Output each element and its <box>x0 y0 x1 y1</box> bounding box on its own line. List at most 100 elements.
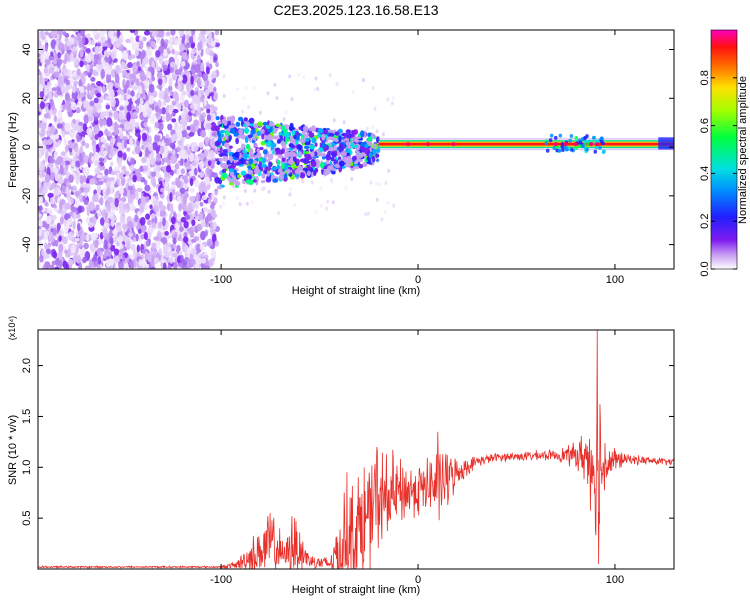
heat-cell <box>143 30 151 36</box>
heat-cell <box>64 122 71 132</box>
heat-cell <box>316 133 323 138</box>
heat-cell <box>245 143 251 150</box>
heat-cell <box>155 153 161 163</box>
heat-cell <box>230 115 236 122</box>
heat-cell <box>120 61 126 69</box>
heat-cell <box>110 49 117 60</box>
heat-cell <box>130 263 135 269</box>
heat-cell <box>79 152 83 163</box>
heat-cell <box>95 103 102 110</box>
heat-cell <box>53 187 59 197</box>
heat-cell <box>251 162 255 170</box>
heat-cell <box>46 81 52 87</box>
heat-cell <box>117 260 124 269</box>
heat-cell <box>165 31 171 37</box>
heat-cell <box>198 152 205 161</box>
heat-cell <box>178 75 184 82</box>
heat-cell <box>121 254 126 263</box>
heat-cell <box>129 36 135 45</box>
heat-cell <box>65 79 70 86</box>
heat-cell <box>214 140 220 147</box>
heat-cell <box>317 151 322 157</box>
heat-cell <box>154 105 160 113</box>
spectrogram-ytick-label: 40 <box>21 43 33 55</box>
heat-cell <box>183 204 189 212</box>
heat-cell <box>107 242 112 249</box>
heat-cell <box>294 173 300 178</box>
heat-cell <box>266 91 270 96</box>
heat-cell <box>338 160 345 167</box>
heat-cell <box>253 188 257 193</box>
heat-cell <box>59 164 64 175</box>
heat-cell <box>356 150 360 154</box>
heat-cell <box>277 155 284 159</box>
heat-cell <box>254 167 260 173</box>
heat-cell <box>39 124 44 129</box>
heat-cell <box>156 84 163 90</box>
heat-cell <box>53 204 57 209</box>
heat-cell <box>183 161 191 167</box>
heat-cell <box>101 36 105 42</box>
heat-cell <box>78 121 84 127</box>
heat-cell <box>104 56 110 63</box>
heat-cell <box>39 147 47 152</box>
heat-cell <box>216 160 221 165</box>
heat-cell <box>321 133 326 141</box>
heat-cell <box>48 54 55 61</box>
heat-cell <box>85 234 90 242</box>
heat-cell <box>174 69 182 76</box>
heat-cell <box>70 102 77 111</box>
heat-cell <box>273 129 277 134</box>
heat-cell <box>73 75 80 80</box>
heat-cell <box>308 127 314 132</box>
heat-cell <box>125 202 130 210</box>
heat-cell <box>44 244 50 250</box>
heat-cell <box>109 237 114 245</box>
heat-cell <box>122 136 128 141</box>
heat-cell <box>338 135 342 143</box>
heat-cell <box>183 194 187 205</box>
heat-cell <box>208 149 215 159</box>
heat-cell <box>207 32 212 38</box>
heat-cell <box>193 144 199 152</box>
heat-cell <box>292 165 298 169</box>
heat-cell <box>195 200 202 205</box>
heat-cell <box>63 167 68 175</box>
heat-cell <box>328 133 335 137</box>
heat-cell <box>119 131 124 140</box>
heat-cell <box>103 222 109 227</box>
heat-cell <box>243 188 247 193</box>
heat-cell <box>126 94 131 100</box>
heat-cell <box>114 112 120 118</box>
heat-cell <box>115 206 119 212</box>
heat-cell <box>200 219 206 228</box>
heat-cell <box>322 152 326 157</box>
heat-cell <box>252 160 258 165</box>
heat-cell <box>374 181 378 186</box>
heat-cell <box>291 151 296 156</box>
heat-cell <box>130 202 135 211</box>
heat-cell <box>53 71 60 77</box>
heat-cell <box>158 121 164 131</box>
heat-cell <box>265 177 272 183</box>
heat-cell <box>560 141 565 146</box>
heat-cell <box>69 97 75 103</box>
heat-cell <box>179 93 185 104</box>
heat-cell <box>170 216 176 225</box>
heat-cell <box>280 162 285 170</box>
heat-cell <box>143 116 148 124</box>
heat-cell <box>205 47 210 56</box>
heat-cell <box>209 219 214 230</box>
heat-cell <box>574 135 579 140</box>
heat-cell <box>196 54 201 65</box>
heat-cell <box>124 100 130 106</box>
heat-cell <box>243 117 248 122</box>
heat-cell <box>179 254 184 263</box>
heat-cell <box>186 247 191 255</box>
heat-cell <box>67 231 74 241</box>
spectrogram-ytick-label: -40 <box>21 237 33 253</box>
heat-cell <box>191 161 197 167</box>
heat-cell <box>244 85 248 90</box>
heat-cell <box>68 174 74 183</box>
figure-title: C2E3.2025.123.16.58.E13 <box>273 2 438 18</box>
